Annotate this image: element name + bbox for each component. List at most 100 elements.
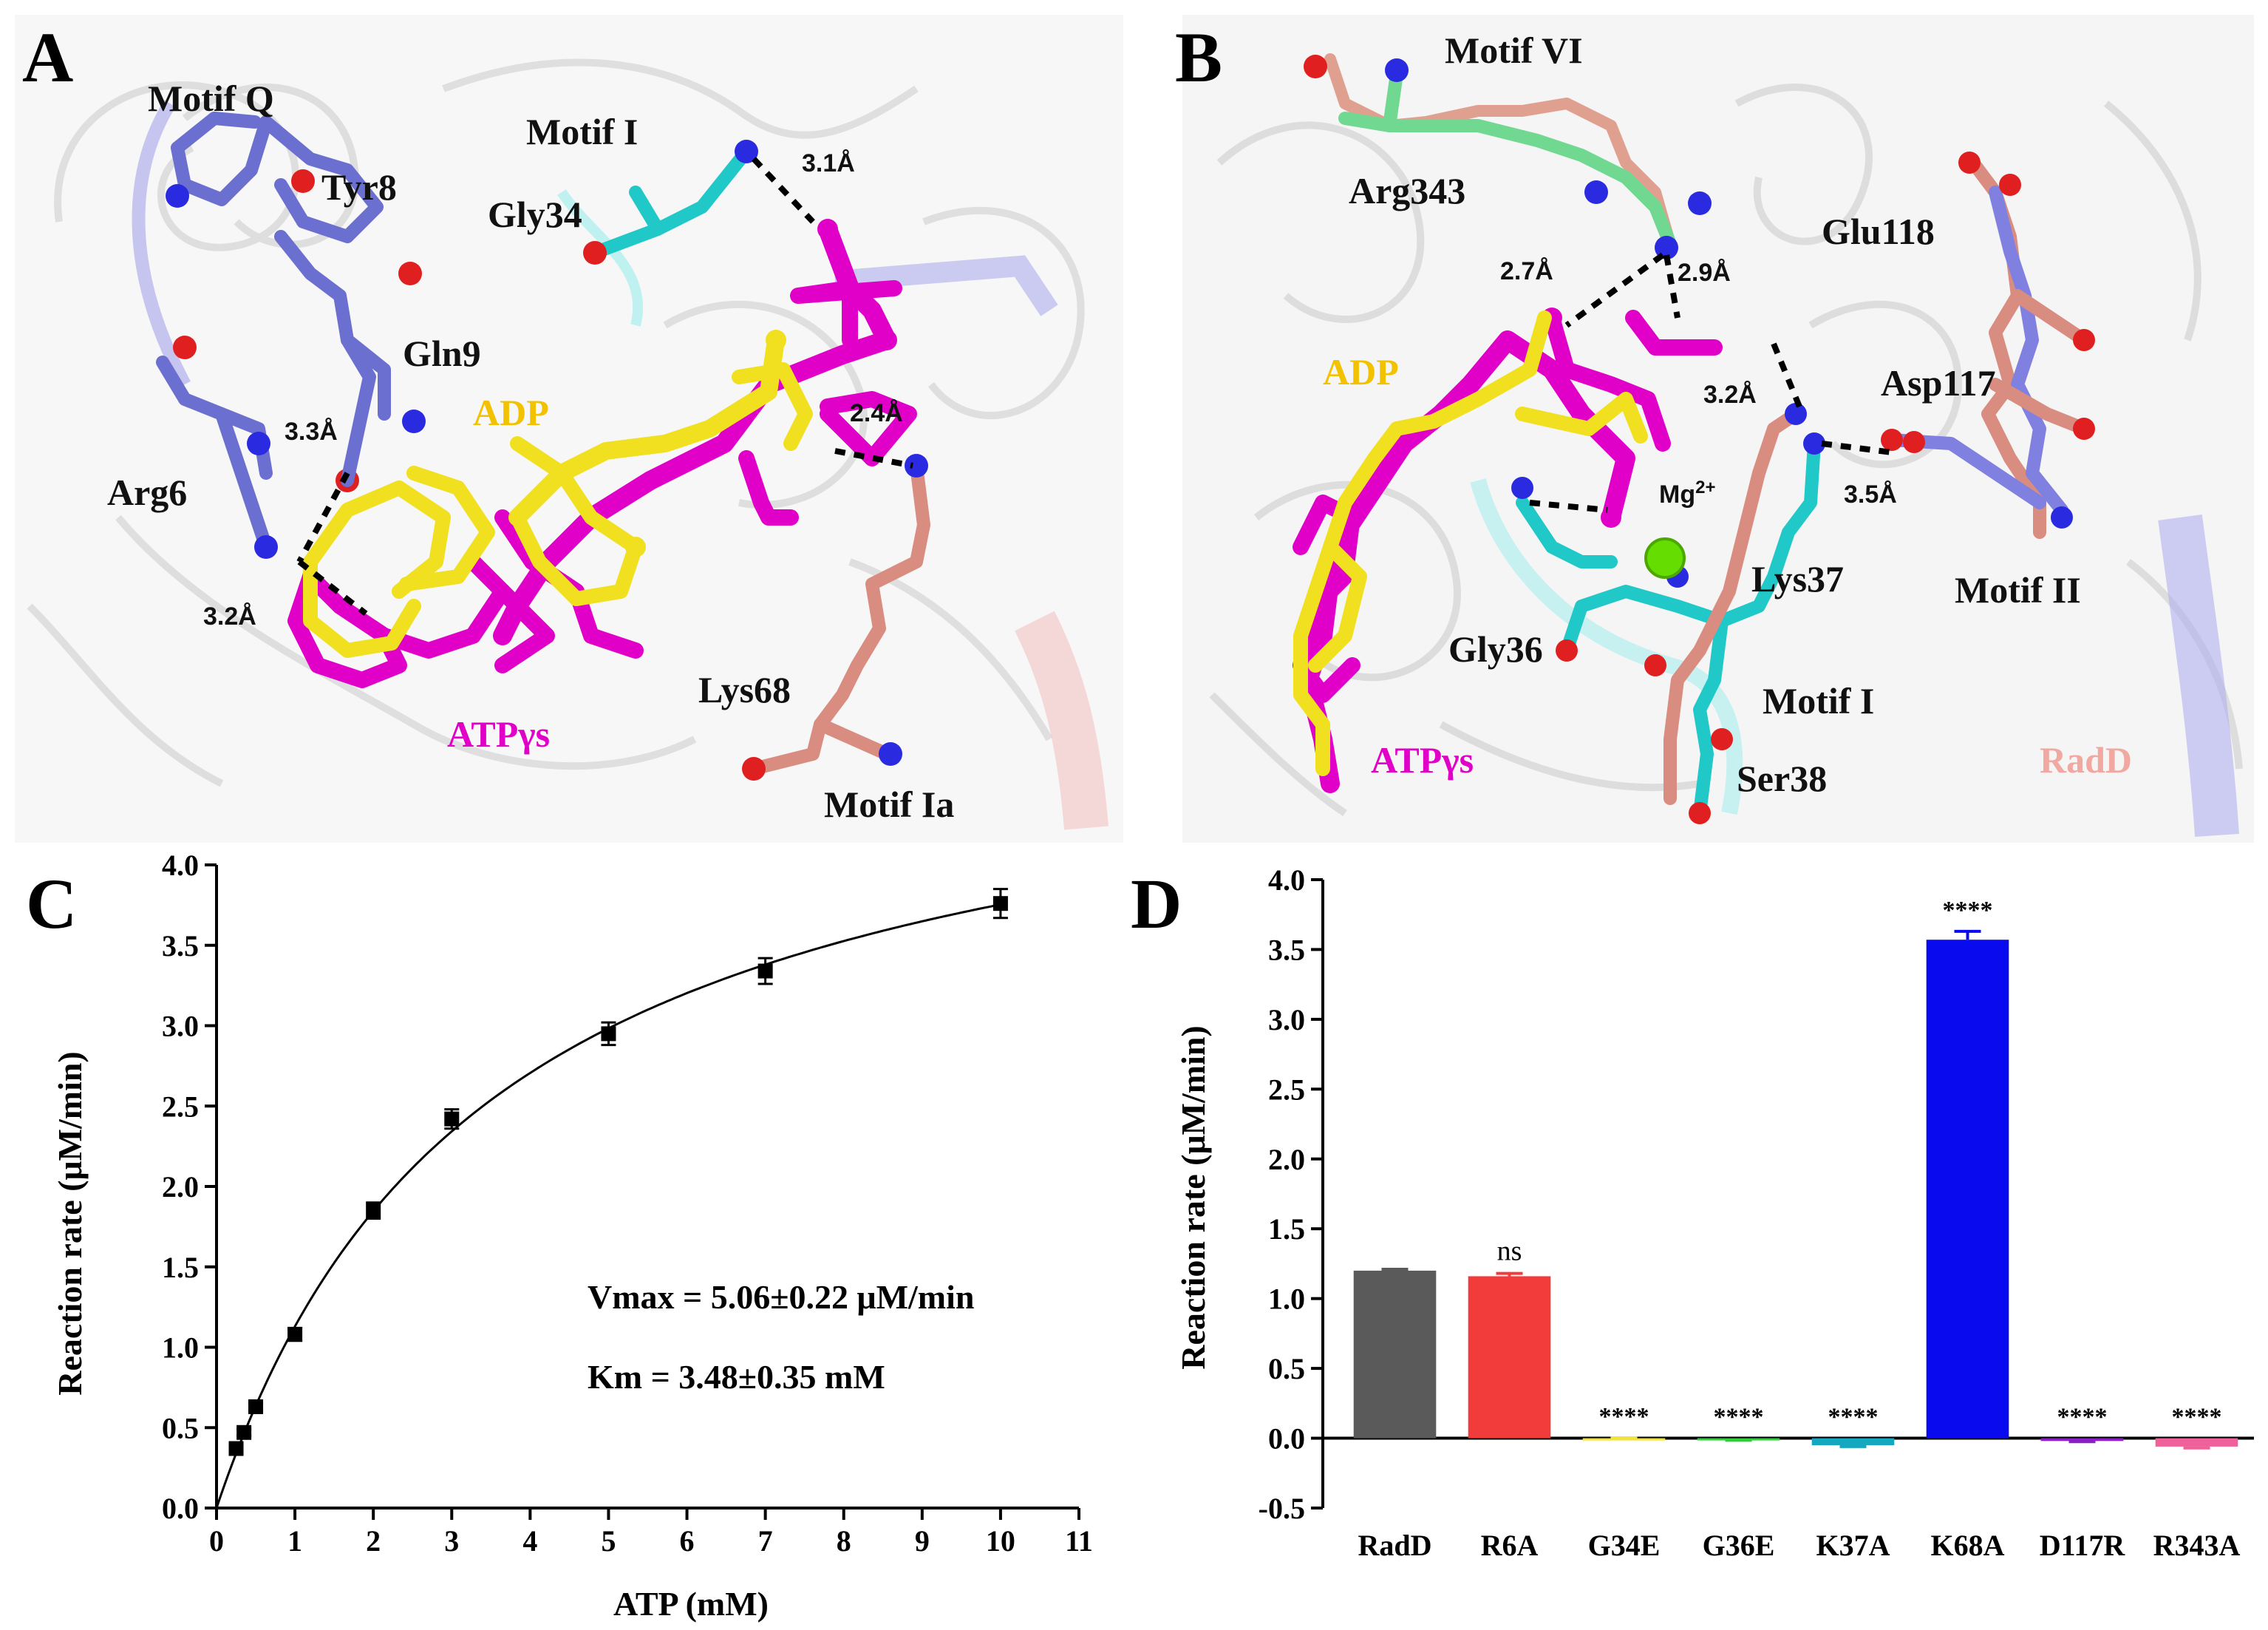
d-significance-label: **** [1714,1404,1764,1431]
d-y-tick-label: -0.5 [1259,1492,1305,1525]
d-significance-label: **** [2057,1404,2108,1431]
c-x-tick-label: 8 [837,1524,851,1558]
d-y-tick-label: 2.5 [1268,1073,1305,1106]
label-lys68: Lys68 [698,669,791,710]
c-x-tick-label: 1 [287,1524,302,1558]
panel-d-chart: D -0.5 0.0 0.5 1.0 1.5 2.0 2.5 3.0 3.5 4.0 RadD R6… [1131,863,2254,1562]
label-motif-q: Motif Q [148,78,274,119]
d-bar [2040,1438,2124,1441]
label-adp: ADP [473,392,549,433]
label-motif-vi: Motif VI [1445,30,1583,71]
label-arg343: Arg343 [1349,170,1465,211]
hbonds-b [1529,252,1893,513]
d-x-tick-label: K68A [1931,1529,2005,1562]
c-data-point [757,963,773,979]
d-bar [1353,1270,1437,1439]
panel-b-structure: B Motif VI Arg343 Glu118 2.7Å 2.9Å ADP 3… [1175,15,2254,843]
d-bars: RadD R6A ns G34E **** G36E **** K37A **** K68A ***… [1353,897,2241,1562]
d-x-tick-label: G34E [1588,1529,1661,1562]
glu118-asp117-residues [1881,152,2095,539]
c-x-tick-label: 2 [366,1524,381,1558]
motif-i-residues [1511,403,1825,824]
c-y-tick-label: 1.0 [162,1331,199,1365]
d-significance-label: **** [1943,897,1993,924]
label-radd: RadD [2040,739,2132,781]
panel-a-structure: A Motif Q Tyr8 Motif I Gly34 Gln9 Arg6 A… [15,15,1123,843]
d-bar [1811,1438,1895,1445]
d-y-tick-label: 1.0 [1268,1283,1305,1316]
c-annotation-km: Km = 3.48±0.35 mM [588,1358,885,1396]
d-x-tick-label: RadD [1358,1529,1431,1562]
c-data-point [366,1203,381,1218]
c-x-tick-label: 9 [915,1524,930,1558]
adp-ligand [303,330,813,658]
c-x-tick-label: 7 [758,1524,773,1558]
label-gln9: Gln9 [403,333,481,374]
gly34-residue [583,140,758,265]
distance-3-2: 3.2Å [203,602,256,631]
d-bar [2155,1438,2238,1447]
c-x-tick-label: 0 [209,1524,224,1558]
c-fit-curve [215,903,1001,1509]
c-data-point [601,1026,616,1042]
d-y-tick-label: 3.5 [1268,933,1305,966]
distance-2-7: 2.7Å [1500,257,1553,285]
label-atp: ATPγs [447,713,550,755]
d-significance-label: **** [2172,1404,2222,1431]
motif-q-residues [156,112,426,559]
lys68-residue [742,454,930,781]
beta-strand [834,255,1058,316]
d-y-tick-label: 0.5 [1268,1352,1305,1385]
motif-i-ribbon [557,189,644,327]
c-x-tick-label: 6 [680,1524,695,1558]
d-x-tick-label: R343A [2153,1529,2241,1562]
panel-letter-b: B [1175,18,1222,97]
label-mg: Mg2+ [1659,478,1715,509]
d-x-tick-label: K37A [1816,1529,1890,1562]
panel-letter-c: C [26,864,77,943]
c-data-point [992,896,1008,911]
c-data-point [287,1327,303,1342]
c-fit-line [215,903,1001,1509]
d-x-tick-label: G36E [1703,1529,1775,1562]
c-x-tick-label: 5 [601,1524,616,1558]
distance-3-3: 3.3Å [285,418,338,446]
c-y-tick-label: 3.5 [162,929,199,962]
distance-3-2: 3.2Å [1703,381,1757,409]
motif-q-ribbon [132,100,191,388]
c-data-point [444,1111,460,1127]
label-motif-ii: Motif II [1955,569,2081,611]
distance-2-4: 2.4Å [850,399,903,427]
d-bar [1468,1276,1551,1439]
d-bar [1582,1438,1666,1441]
c-x-tick-label: 4 [522,1524,537,1558]
c-y-tick-label: 4.0 [162,849,199,882]
c-x-tick-label: 11 [1065,1524,1093,1558]
label-tyr8: Tyr8 [321,166,397,208]
panel-letter-a: A [22,18,73,97]
label-arg6: Arg6 [107,472,187,513]
panel-a-background [15,15,1123,843]
c-annotation-vmax: Vmax = 5.06±0.22 μM/min [588,1278,974,1316]
motif-ii-ribbon [2158,515,2239,837]
label-glu118: Glu118 [1822,211,1935,252]
adp-ligand [1293,310,1648,776]
d-y-tick-label: 3.0 [1268,1003,1305,1036]
d-significance-label: **** [1828,1404,1879,1431]
d-y-tick-label: 2.0 [1268,1143,1305,1176]
distance-3-1: 3.1Å [802,149,855,177]
label-adp: ADP [1323,351,1399,393]
d-y-axis-title: Reaction rate (μM/min) [1174,1025,1212,1369]
label-motif-i: Motif I [1763,680,1874,721]
label-asp117: Asp117 [1881,362,1996,404]
c-axes: 0 1 2 3 4 5 6 7 8 9 10 11 0.0 0.5 1.0 1.5 2.0 2.5 3.0 3.5 4.… [162,849,1093,1558]
label-motif-i: Motif I [526,111,638,152]
c-data-point [228,1441,244,1456]
label-ser38: Ser38 [1737,758,1827,799]
d-x-tick-label: D117R [2040,1529,2126,1562]
c-y-tick-label: 0.0 [162,1492,199,1525]
d-bar [1926,940,2009,1439]
d-y-tick-label: 1.5 [1268,1212,1305,1246]
c-y-tick-label: 3.0 [162,1010,199,1043]
